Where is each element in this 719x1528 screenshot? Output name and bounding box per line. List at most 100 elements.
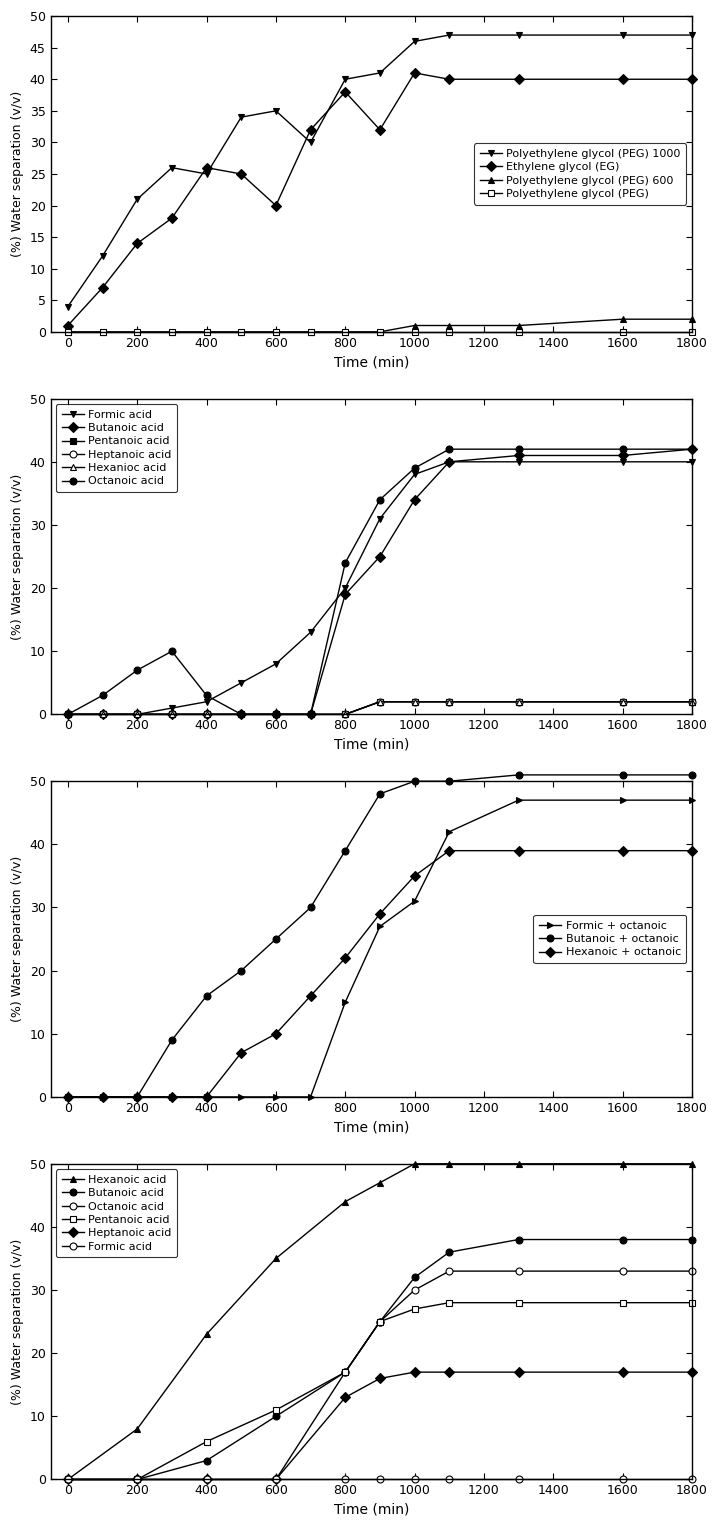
Hexanioc acid	[202, 706, 211, 724]
Polyethylene glycol (PEG) 600	[306, 322, 315, 341]
Polyethylene glycol (PEG) 600	[375, 322, 384, 341]
Formic acid	[687, 452, 696, 471]
Ethylene glycol (EG)	[445, 70, 454, 89]
Polyethylene glycol (PEG) 1000	[687, 26, 696, 44]
X-axis label: Time (min): Time (min)	[334, 738, 409, 752]
Butanoic acid	[133, 706, 142, 724]
Formic acid	[341, 579, 349, 597]
Y-axis label: (%) Water separation (v/v): (%) Water separation (v/v)	[11, 90, 24, 257]
Line: Butanoic acid: Butanoic acid	[65, 1236, 695, 1484]
Pentanoic acid	[445, 692, 454, 711]
Polyethylene glycol (PEG) 600	[202, 322, 211, 341]
Octanoic acid	[99, 686, 107, 704]
Line: Formic + octanoic: Formic + octanoic	[65, 796, 695, 1100]
Heptanoic acid	[341, 706, 349, 724]
Polyethylene glycol (PEG)	[687, 322, 696, 341]
Formic acid	[272, 1470, 280, 1488]
Pentanoic acid	[237, 706, 245, 724]
Hexanoic acid	[202, 1325, 211, 1343]
Formic acid	[618, 452, 627, 471]
Hexanoic acid	[272, 1250, 280, 1268]
Formic acid	[375, 509, 384, 527]
Hexanoic + octanoic	[272, 1025, 280, 1044]
Ethylene glycol (EG)	[99, 278, 107, 296]
Hexanioc acid	[687, 692, 696, 711]
Pentanoic acid	[99, 706, 107, 724]
Polyethylene glycol (PEG) 1000	[202, 165, 211, 183]
Polyethylene glycol (PEG)	[99, 322, 107, 341]
Polyethylene glycol (PEG)	[411, 322, 419, 341]
Ethylene glycol (EG)	[202, 159, 211, 177]
Octanoic acid	[375, 1313, 384, 1331]
Pentanoic acid	[341, 706, 349, 724]
Formic acid	[445, 1470, 454, 1488]
Butanoic + octanoic	[272, 931, 280, 949]
Formic + octanoic	[445, 822, 454, 840]
Hexanioc acid	[63, 706, 72, 724]
Line: Polyethylene glycol (PEG) 600: Polyethylene glycol (PEG) 600	[65, 316, 695, 335]
Line: Heptanoic acid: Heptanoic acid	[65, 698, 695, 718]
Polyethylene glycol (PEG) 600	[237, 322, 245, 341]
Pentanoic acid	[341, 1363, 349, 1381]
Heptanoic acid	[237, 706, 245, 724]
Polyethylene glycol (PEG)	[306, 322, 315, 341]
Heptanoic acid	[168, 706, 176, 724]
Butanoic + octanoic	[445, 772, 454, 790]
Hexanioc acid	[306, 706, 315, 724]
Butanoic + octanoic	[63, 1088, 72, 1106]
Octanoic acid	[618, 440, 627, 458]
Ethylene glycol (EG)	[168, 209, 176, 228]
Butanoic + octanoic	[168, 1031, 176, 1050]
Pentanoic acid	[411, 1300, 419, 1319]
Hexanioc acid	[237, 706, 245, 724]
Polyethylene glycol (PEG)	[341, 322, 349, 341]
Pentanoic acid	[168, 706, 176, 724]
Heptanoic acid	[687, 1363, 696, 1381]
Octanoic acid	[411, 1280, 419, 1299]
Polyethylene glycol (PEG) 1000	[168, 159, 176, 177]
Hexanoic + octanoic	[445, 842, 454, 860]
Formic acid	[63, 1470, 72, 1488]
Hexanioc acid	[514, 692, 523, 711]
Line: Formic acid: Formic acid	[65, 458, 695, 718]
Ethylene glycol (EG)	[133, 234, 142, 252]
Octanoic acid	[514, 440, 523, 458]
Formic acid	[411, 1470, 419, 1488]
Butanoic acid	[445, 1242, 454, 1261]
Polyethylene glycol (PEG) 600	[272, 322, 280, 341]
Legend: Polyethylene glycol (PEG) 1000, Ethylene glycol (EG), Polyethylene glycol (PEG) : Polyethylene glycol (PEG) 1000, Ethylene…	[475, 144, 687, 205]
Butanoic + octanoic	[341, 842, 349, 860]
Heptanoic acid	[375, 1369, 384, 1387]
Octanoic acid	[272, 1470, 280, 1488]
Line: Heptanoic acid: Heptanoic acid	[65, 1369, 695, 1484]
Butanoic acid	[202, 706, 211, 724]
Heptanoic acid	[63, 706, 72, 724]
Hexanoic + octanoic	[99, 1088, 107, 1106]
Polyethylene glycol (PEG) 1000	[133, 189, 142, 208]
Pentanoic acid	[411, 692, 419, 711]
Butanoic acid	[63, 1470, 72, 1488]
Formic acid	[237, 674, 245, 692]
Polyethylene glycol (PEG)	[168, 322, 176, 341]
Pentanoic acid	[63, 706, 72, 724]
Formic + octanoic	[133, 1088, 142, 1106]
Ethylene glycol (EG)	[63, 316, 72, 335]
Polyethylene glycol (PEG) 1000	[375, 64, 384, 83]
Heptanoic acid	[133, 706, 142, 724]
Hexanoic + octanoic	[375, 905, 384, 923]
Hexanoic + octanoic	[618, 842, 627, 860]
Octanoic acid	[687, 440, 696, 458]
Line: Ethylene glycol (EG): Ethylene glycol (EG)	[65, 69, 695, 329]
Butanoic acid	[272, 1407, 280, 1426]
Formic acid	[202, 1470, 211, 1488]
Polyethylene glycol (PEG) 1000	[272, 102, 280, 121]
Formic acid	[514, 452, 523, 471]
Hexanoic + octanoic	[687, 842, 696, 860]
Octanoic acid	[168, 642, 176, 660]
Heptanoic acid	[202, 1470, 211, 1488]
Polyethylene glycol (PEG)	[618, 322, 627, 341]
Butanoic + octanoic	[618, 766, 627, 784]
Heptanoic acid	[445, 1363, 454, 1381]
Line: Hexanioc acid: Hexanioc acid	[65, 698, 695, 718]
Octanoic acid	[687, 1262, 696, 1280]
